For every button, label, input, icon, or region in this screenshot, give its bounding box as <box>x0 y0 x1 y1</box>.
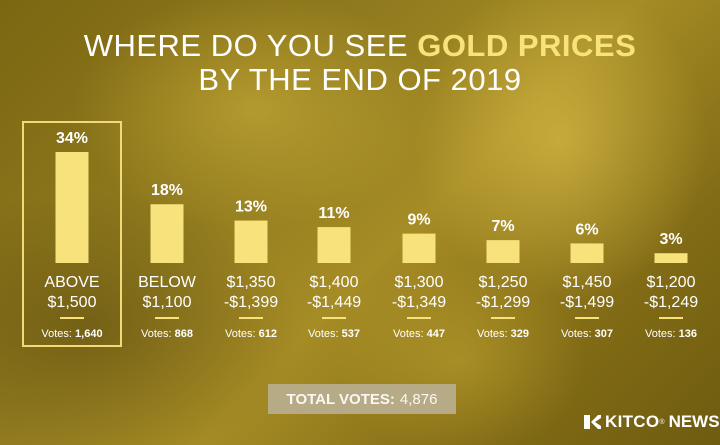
bar-value-label: 11% <box>318 205 349 222</box>
bar-value-label: 3% <box>659 231 682 248</box>
kitco-logo-icon <box>584 415 601 429</box>
votes-count: 1,640 <box>75 328 103 340</box>
votes-label: Votes: 307 <box>561 328 613 340</box>
votes-count: 447 <box>427 328 445 340</box>
category-label: -$1,249 <box>644 294 698 311</box>
chart-title: WHERE DO YOU SEE GOLD PRICES <box>0 28 720 64</box>
category-label: -$1,299 <box>476 294 530 311</box>
category-label: $1,100 <box>143 294 192 311</box>
brand-news: NEWS <box>668 412 720 431</box>
bar-value-label: 34% <box>56 130 88 147</box>
category-label: $1,350 <box>227 274 276 291</box>
votes-count: 612 <box>259 328 277 340</box>
bar <box>402 233 436 263</box>
votes-label: Votes: 329 <box>477 328 529 340</box>
bar <box>654 253 688 263</box>
category-label: $1,500 <box>48 294 97 311</box>
bar <box>317 227 351 263</box>
divider <box>575 317 599 319</box>
category-label: $1,200 <box>647 274 696 291</box>
votes-prefix: Votes: <box>308 328 342 340</box>
bar-value-label: 18% <box>151 182 183 199</box>
votes-label: Votes: 537 <box>308 328 360 340</box>
category-label: $1,300 <box>395 274 444 291</box>
bar-value-label: 7% <box>491 218 514 235</box>
bar <box>150 204 184 263</box>
votes-label: Votes: 136 <box>645 328 697 340</box>
votes-prefix: Votes: <box>141 328 175 340</box>
bar-value-label: 9% <box>407 212 430 229</box>
bar <box>55 152 89 263</box>
votes-label: Votes: 612 <box>225 328 277 340</box>
category-label: ABOVE <box>44 274 99 291</box>
brand-kitco: KITCO <box>605 412 660 431</box>
divider <box>239 317 263 319</box>
votes-prefix: Votes: <box>225 328 259 340</box>
divider <box>60 317 84 319</box>
category-label: -$1,399 <box>224 294 278 311</box>
bar-value-label: 13% <box>235 199 267 216</box>
kitco-news-logo: KITCO ® NEWS <box>582 411 720 433</box>
divider <box>322 317 346 319</box>
category-label: $1,450 <box>563 274 612 291</box>
total-votes-value: 4,876 <box>399 390 438 408</box>
votes-prefix: Votes: <box>41 328 75 340</box>
votes-prefix: Votes: <box>561 328 595 340</box>
brand-trademark: ® <box>659 418 665 426</box>
bar <box>486 240 520 263</box>
bar <box>234 220 268 263</box>
votes-label: Votes: 868 <box>141 328 193 340</box>
divider <box>407 317 431 319</box>
category-label: -$1,449 <box>307 294 361 311</box>
votes-prefix: Votes: <box>393 328 427 340</box>
divider <box>659 317 683 319</box>
bar <box>570 243 604 263</box>
divider <box>155 317 179 319</box>
votes-count: 136 <box>679 328 697 340</box>
total-votes-label: TOTAL VOTES: <box>286 390 395 408</box>
votes-count: 329 <box>511 328 529 340</box>
category-label: BELOW <box>138 274 197 291</box>
category-label: -$1,499 <box>560 294 614 311</box>
votes-count: 537 <box>342 328 360 340</box>
category-label: $1,250 <box>479 274 528 291</box>
category-label: $1,400 <box>310 274 359 291</box>
chart-title-highlight: GOLD PRICES <box>417 28 637 63</box>
divider <box>491 317 515 319</box>
total-votes-box: TOTAL VOTES: 4,876 <box>268 384 456 414</box>
category-label: -$1,349 <box>392 294 446 311</box>
chart-subtitle: BY THE END OF 2019 <box>198 62 522 97</box>
votes-count: 307 <box>595 328 613 340</box>
votes-prefix: Votes: <box>477 328 511 340</box>
votes-label: Votes: 1,640 <box>41 328 102 340</box>
votes-prefix: Votes: <box>645 328 679 340</box>
bar-value-label: 6% <box>575 221 598 238</box>
top-answer-highlight-frame <box>22 121 122 347</box>
votes-count: 868 <box>175 328 193 340</box>
votes-label: Votes: 447 <box>393 328 445 340</box>
chart-title-prefix: WHERE DO YOU SEE <box>83 28 418 63</box>
